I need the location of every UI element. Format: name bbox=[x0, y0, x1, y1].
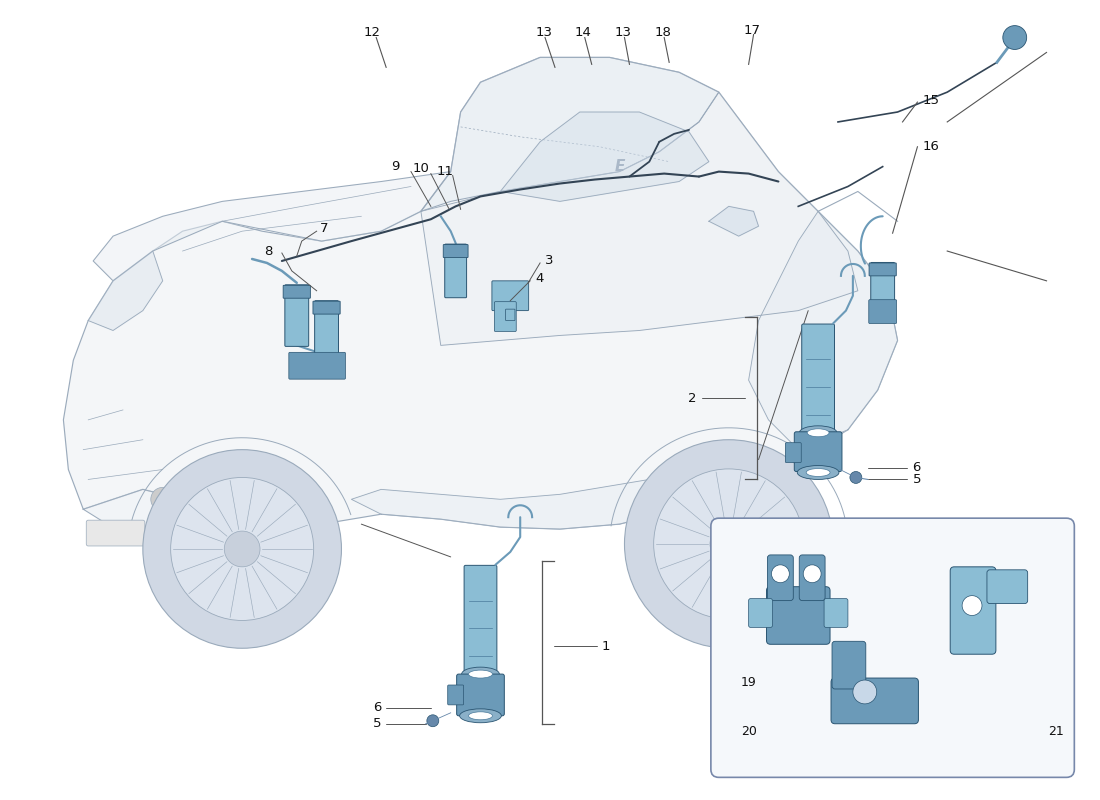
FancyBboxPatch shape bbox=[987, 570, 1027, 603]
Text: 6: 6 bbox=[373, 702, 382, 714]
Circle shape bbox=[771, 565, 790, 582]
Text: 14: 14 bbox=[575, 26, 592, 39]
FancyBboxPatch shape bbox=[492, 281, 529, 310]
FancyBboxPatch shape bbox=[283, 286, 310, 298]
FancyBboxPatch shape bbox=[314, 301, 340, 314]
Text: E: E bbox=[614, 159, 625, 174]
Text: 2: 2 bbox=[689, 391, 697, 405]
FancyBboxPatch shape bbox=[869, 300, 896, 323]
Circle shape bbox=[710, 526, 748, 562]
Text: 6: 6 bbox=[913, 461, 921, 474]
Text: 7: 7 bbox=[320, 222, 328, 234]
Text: 10: 10 bbox=[412, 162, 430, 175]
Text: 3: 3 bbox=[544, 254, 553, 267]
FancyBboxPatch shape bbox=[785, 442, 801, 462]
Circle shape bbox=[151, 487, 175, 511]
Circle shape bbox=[850, 471, 861, 483]
Ellipse shape bbox=[798, 466, 839, 479]
Circle shape bbox=[625, 440, 833, 648]
Ellipse shape bbox=[807, 429, 829, 437]
Circle shape bbox=[1003, 26, 1026, 50]
Text: 5: 5 bbox=[913, 473, 921, 486]
Circle shape bbox=[427, 714, 439, 726]
Polygon shape bbox=[749, 211, 898, 450]
FancyBboxPatch shape bbox=[802, 324, 835, 431]
FancyBboxPatch shape bbox=[711, 518, 1075, 778]
FancyBboxPatch shape bbox=[950, 567, 996, 654]
FancyBboxPatch shape bbox=[749, 598, 772, 627]
FancyBboxPatch shape bbox=[871, 262, 894, 319]
FancyBboxPatch shape bbox=[824, 598, 848, 627]
FancyBboxPatch shape bbox=[830, 678, 918, 724]
Circle shape bbox=[224, 531, 260, 567]
FancyBboxPatch shape bbox=[768, 555, 793, 601]
FancyBboxPatch shape bbox=[443, 245, 469, 258]
Polygon shape bbox=[84, 490, 242, 549]
Polygon shape bbox=[500, 112, 708, 202]
FancyBboxPatch shape bbox=[456, 674, 504, 716]
Polygon shape bbox=[88, 251, 163, 330]
Circle shape bbox=[170, 478, 314, 621]
FancyBboxPatch shape bbox=[448, 685, 463, 705]
Text: 11: 11 bbox=[437, 165, 454, 178]
Ellipse shape bbox=[469, 670, 493, 678]
FancyBboxPatch shape bbox=[444, 244, 466, 298]
Text: 21: 21 bbox=[1048, 725, 1065, 738]
FancyBboxPatch shape bbox=[506, 309, 515, 321]
Polygon shape bbox=[421, 92, 858, 346]
Ellipse shape bbox=[460, 709, 502, 722]
Text: 13: 13 bbox=[535, 26, 552, 39]
Circle shape bbox=[653, 469, 804, 619]
Text: 9: 9 bbox=[392, 160, 399, 173]
Polygon shape bbox=[351, 474, 698, 529]
Ellipse shape bbox=[462, 667, 499, 681]
Text: 15: 15 bbox=[923, 94, 939, 106]
FancyBboxPatch shape bbox=[794, 432, 842, 471]
FancyBboxPatch shape bbox=[86, 520, 145, 546]
Text: 18: 18 bbox=[654, 26, 671, 39]
FancyBboxPatch shape bbox=[285, 285, 309, 346]
Text: 13: 13 bbox=[615, 26, 631, 39]
FancyBboxPatch shape bbox=[800, 555, 825, 601]
Text: 16: 16 bbox=[923, 140, 939, 154]
Circle shape bbox=[962, 596, 982, 615]
Polygon shape bbox=[94, 171, 451, 281]
Circle shape bbox=[143, 450, 341, 648]
Text: 17: 17 bbox=[744, 24, 760, 37]
Circle shape bbox=[852, 680, 877, 704]
Polygon shape bbox=[64, 58, 898, 529]
Ellipse shape bbox=[469, 712, 493, 720]
Text: 4: 4 bbox=[535, 272, 543, 286]
Ellipse shape bbox=[806, 469, 830, 477]
Text: 20: 20 bbox=[740, 725, 757, 738]
Text: 1: 1 bbox=[602, 640, 610, 653]
FancyBboxPatch shape bbox=[494, 302, 516, 331]
Polygon shape bbox=[421, 58, 718, 211]
Text: 19: 19 bbox=[740, 675, 757, 689]
FancyBboxPatch shape bbox=[767, 586, 830, 644]
Text: 5: 5 bbox=[373, 718, 382, 730]
FancyBboxPatch shape bbox=[464, 566, 497, 673]
FancyBboxPatch shape bbox=[289, 352, 345, 379]
FancyBboxPatch shape bbox=[832, 642, 866, 689]
Text: 8: 8 bbox=[264, 245, 273, 258]
Polygon shape bbox=[708, 206, 759, 236]
Text: 12: 12 bbox=[363, 26, 381, 39]
FancyBboxPatch shape bbox=[869, 263, 896, 276]
Circle shape bbox=[803, 565, 821, 582]
FancyBboxPatch shape bbox=[315, 301, 339, 360]
Ellipse shape bbox=[800, 426, 837, 440]
